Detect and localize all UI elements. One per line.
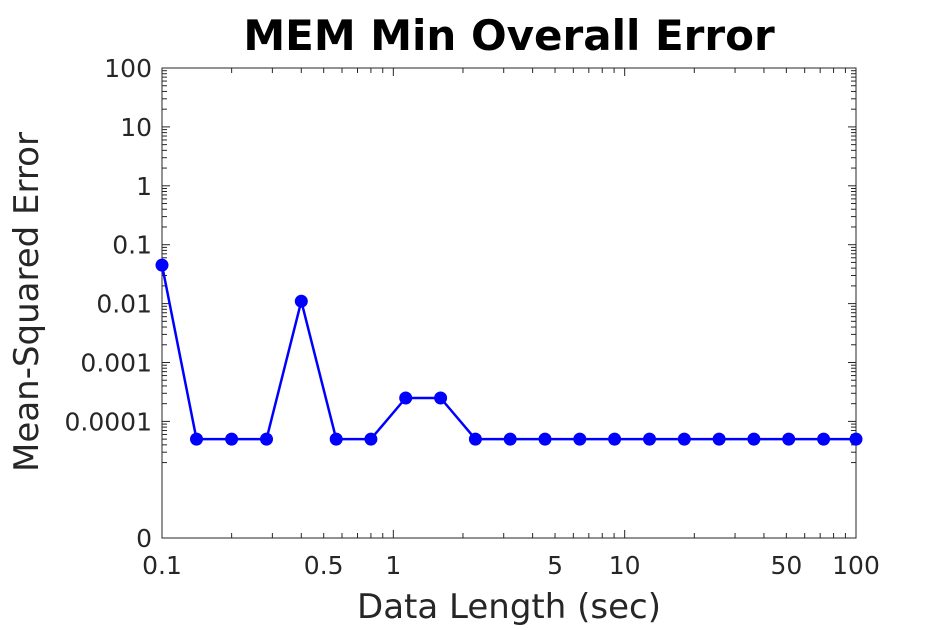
data-point	[677, 432, 691, 446]
data-point	[608, 432, 622, 446]
data-point	[364, 432, 378, 446]
data-point	[643, 432, 656, 446]
y-tick-label: 0	[136, 524, 152, 553]
y-tick-label: 0.1	[112, 231, 152, 260]
data-point	[225, 432, 239, 446]
x-tick-label: 5	[547, 551, 563, 580]
y-tick-label: 0.0001	[65, 407, 152, 436]
x-axis-label: Data Length (sec)	[357, 587, 661, 627]
data-point	[399, 391, 413, 405]
data-point	[260, 432, 273, 446]
data-point	[782, 432, 796, 446]
data-point	[329, 432, 343, 446]
data-point	[712, 432, 726, 446]
x-tick-label: 10	[609, 551, 641, 580]
ticks-layer: 0.1 0.5 1 5 10 50 100 0 0.0001 0.001 0.01 0.1 1 10 100	[65, 54, 880, 580]
y-tick-label: 0.01	[96, 290, 152, 319]
data-point	[503, 432, 517, 446]
data-point	[468, 432, 482, 446]
x-tick-label: 0.1	[142, 551, 182, 580]
data-point	[817, 432, 831, 446]
x-tick-label: 1	[385, 551, 401, 580]
data-point	[538, 432, 552, 446]
data-point	[849, 432, 863, 446]
x-tick-label: 50	[770, 551, 802, 580]
plot-area-frame	[161, 67, 857, 539]
x-tick-label: 0.5	[304, 551, 344, 580]
y-tick-label: 0.001	[80, 349, 152, 378]
data-point	[573, 432, 587, 446]
data-point	[294, 294, 308, 308]
data-point	[190, 432, 203, 446]
y-axis-label: Mean-Squared Error	[7, 132, 47, 472]
y-tick-label: 100	[104, 54, 152, 83]
chart-title: MEM Min Overall Error	[243, 11, 775, 60]
data-point	[434, 391, 448, 405]
series-line	[160, 264, 856, 441]
y-tick-label: 10	[120, 113, 152, 142]
series-layer	[155, 258, 863, 446]
y-tick-label: 1	[136, 172, 152, 201]
data-point	[747, 432, 761, 446]
data-point	[155, 258, 169, 272]
x-tick-label: 100	[832, 551, 880, 580]
